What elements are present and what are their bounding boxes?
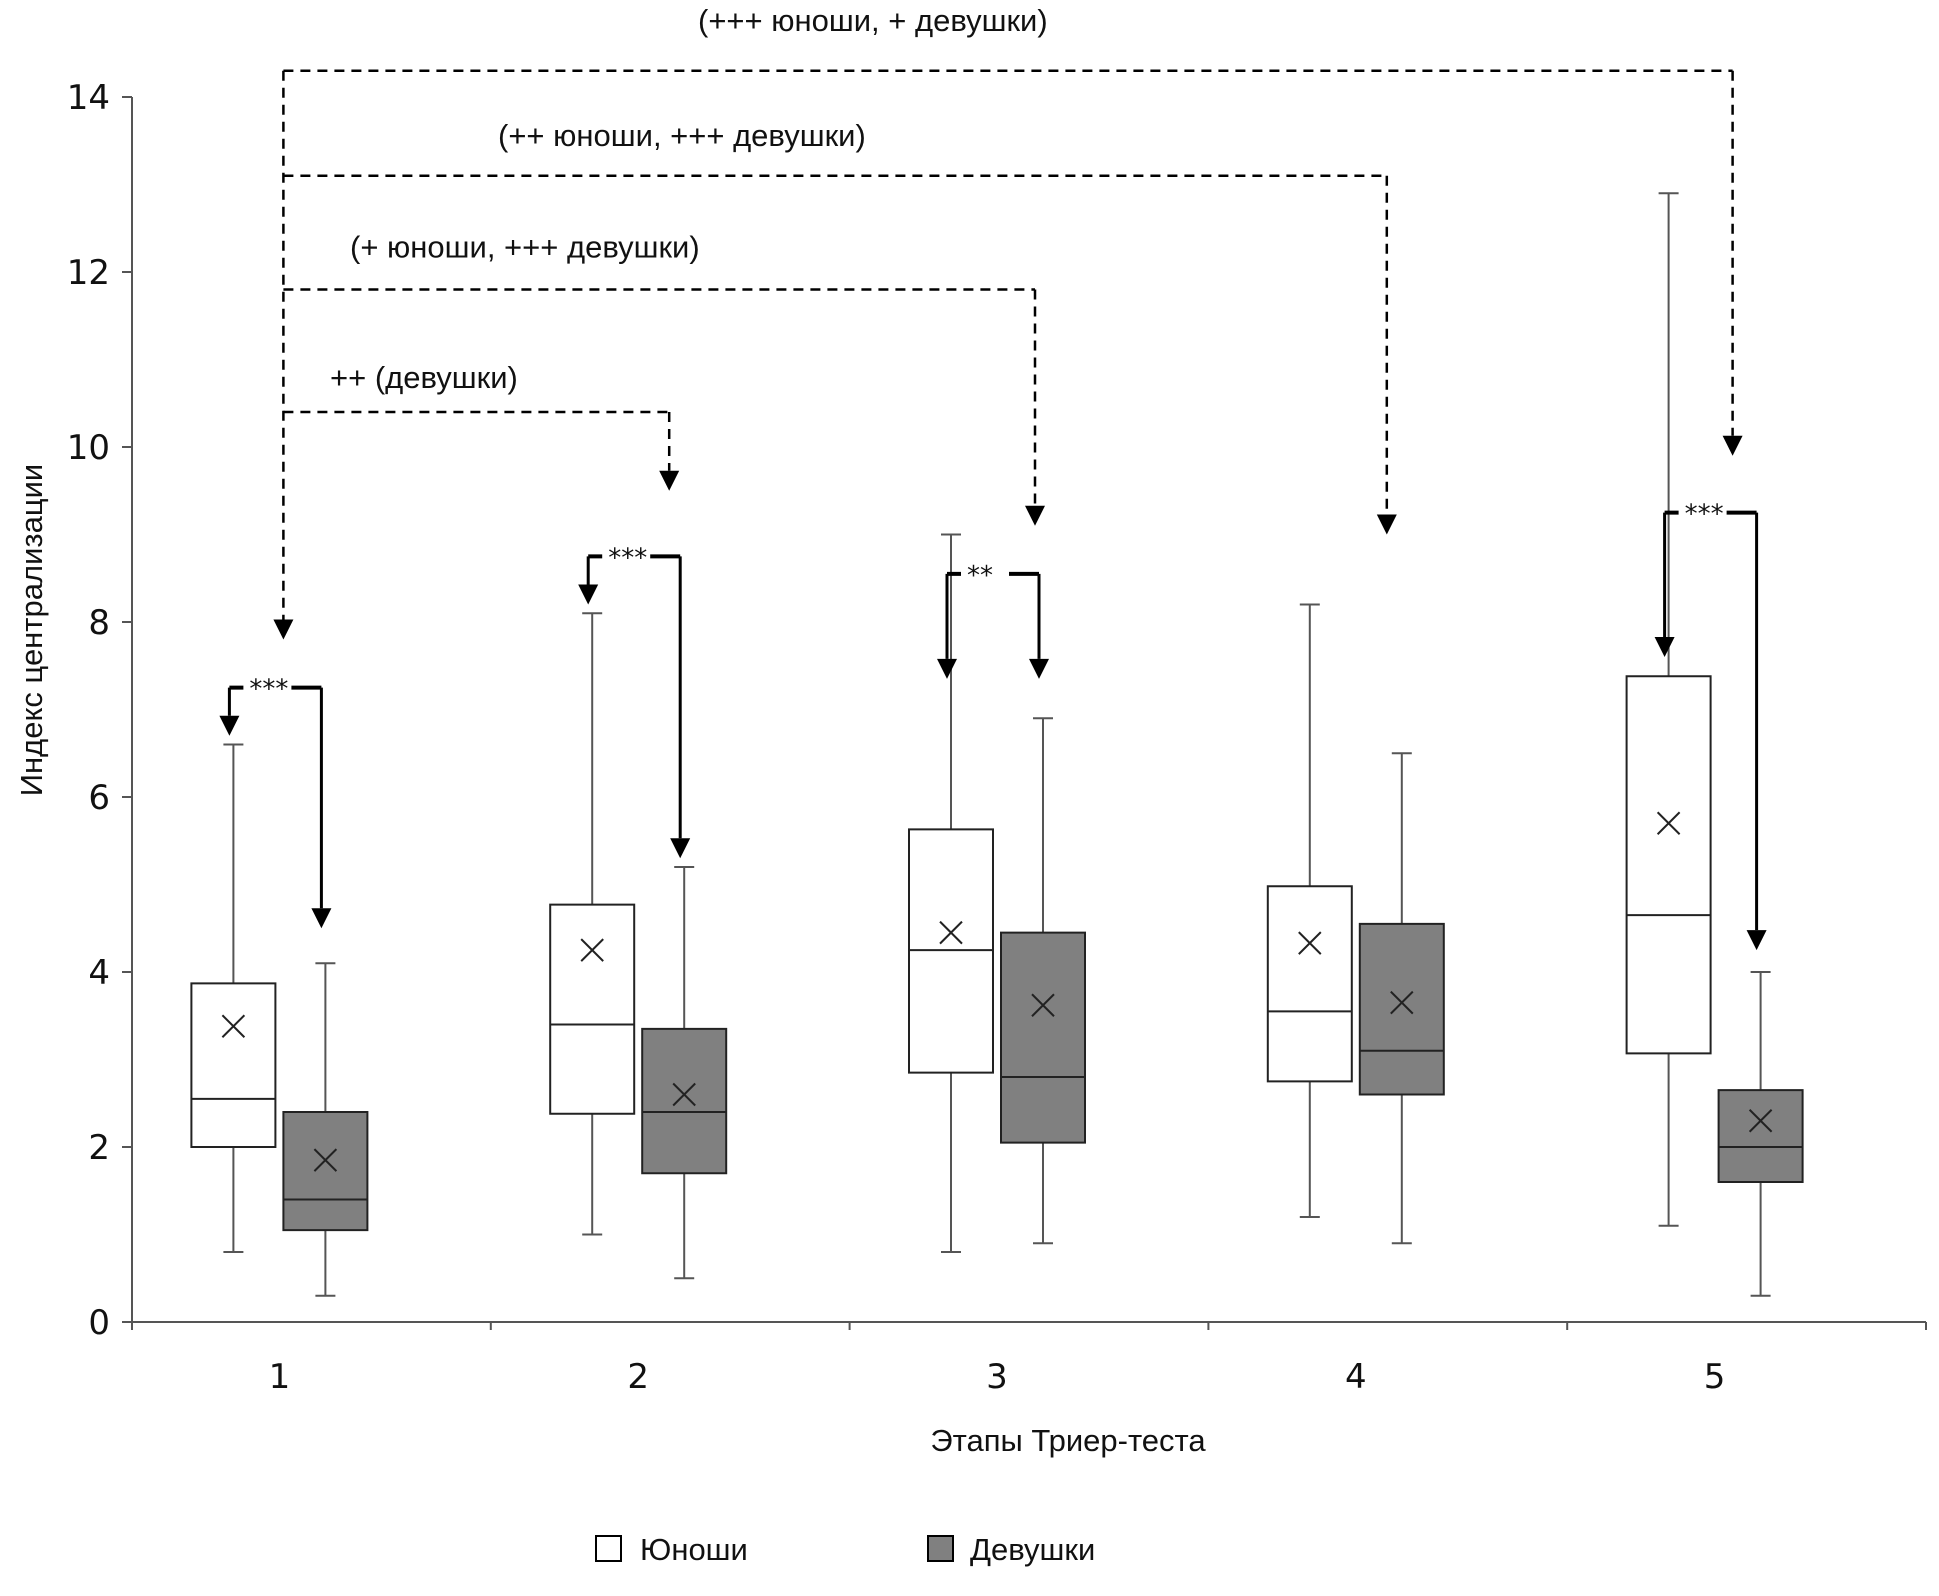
y-tick-label: 10	[67, 428, 110, 468]
arrow-head	[1029, 658, 1049, 679]
box-girls-stage-5	[1717, 971, 1804, 1297]
mean-marker	[313, 1148, 338, 1172]
stage-comparison-label: ++ (девушки)	[330, 360, 518, 395]
mean-marker	[1031, 993, 1055, 1017]
arrow-head	[1722, 435, 1743, 456]
box-iqr	[1625, 675, 1712, 1055]
arrow-head	[578, 584, 599, 605]
box-iqr	[549, 903, 636, 1115]
legend-swatch-girls	[927, 1535, 954, 1562]
box-iqr	[641, 1027, 728, 1175]
arrow-head	[1025, 505, 1045, 526]
box-boys-stage-2	[549, 612, 636, 1236]
x-axis-title: Этапы Триер-теста	[930, 1423, 1206, 1458]
y-tick-label: 2	[88, 1128, 110, 1168]
box-boys-stage-1	[190, 743, 277, 1253]
box-boys-stage-4	[1266, 603, 1353, 1218]
y-tick-label: 8	[88, 603, 110, 643]
y-tick-label: 6	[88, 778, 110, 818]
y-tick-label: 12	[67, 253, 110, 293]
mean-marker	[1390, 990, 1414, 1015]
box-iqr	[1717, 1089, 1804, 1183]
arrow-head	[670, 838, 691, 859]
y-axis-title: Индекс централизации	[14, 464, 49, 796]
mean-marker	[580, 938, 604, 962]
stage-comparison-label: (+ юноши, +++ девушки)	[350, 230, 700, 265]
gender-comparison-stage-1: ***	[219, 675, 332, 929]
stage-comparison-label: (++ юноши, +++ девушки)	[498, 118, 866, 153]
box-boys-stage-5	[1625, 192, 1712, 1227]
mean-marker	[939, 920, 963, 945]
gender-significance-label: **	[967, 561, 993, 591]
mean-marker	[221, 1014, 246, 1038]
legend-label-girls: Девушки	[970, 1532, 1095, 1567]
mean-marker	[1298, 931, 1322, 955]
y-tick-label: 4	[88, 953, 110, 993]
gender-significance-label: ***	[249, 675, 288, 705]
significance-annotations: ++ (девушки) (+ юноши, +++ девушки) (++ юн…	[219, 3, 1767, 951]
x-tick-label: 4	[1345, 1357, 1367, 1397]
box-girls-stage-1	[282, 962, 369, 1297]
gender-significance-label: ***	[608, 543, 647, 573]
box-girls-stage-4	[1358, 752, 1445, 1245]
y-tick-label: 14	[67, 78, 110, 118]
box-iqr	[282, 1111, 369, 1232]
box-girls-stage-3	[1000, 717, 1086, 1245]
arrow-head	[659, 470, 680, 491]
legend-swatch-boys	[595, 1535, 622, 1562]
stage-comparison-1-3: (+ юноши, +++ девушки)	[283, 230, 1045, 526]
x-tick-label: 1	[269, 1357, 291, 1397]
box-boys-stage-3	[908, 533, 994, 1253]
gender-comparison-stage-2: ***	[578, 543, 691, 859]
gender-comparison-stage-5: ***	[1654, 500, 1767, 951]
gender-significance-label: ***	[1685, 500, 1724, 530]
gender-comparison-stage-3: **	[937, 561, 1049, 679]
arrow-head	[1376, 514, 1397, 535]
x-tick-label: 2	[627, 1357, 649, 1397]
box-iqr	[1000, 931, 1086, 1144]
stage-comparison-label: (+++ юноши, + девушки)	[698, 3, 1048, 38]
arrow-head	[1654, 637, 1675, 657]
box-iqr	[190, 982, 277, 1148]
box-groups	[190, 192, 1804, 1297]
box-iqr	[1266, 885, 1353, 1083]
stage-comparison-1-5: (+++ юноши, + девушки)	[283, 3, 1743, 456]
box-iqr	[1358, 922, 1445, 1096]
legend: Юноши Девушки	[595, 1532, 1095, 1567]
arrow-head	[937, 658, 957, 679]
arrow-head	[1746, 930, 1767, 951]
mean-marker	[1748, 1109, 1773, 1133]
mean-marker	[1656, 811, 1681, 835]
legend-label-boys: Юноши	[640, 1532, 748, 1567]
arrow-head	[311, 908, 332, 929]
x-tick-label: 3	[986, 1357, 1008, 1397]
arrow-head	[273, 619, 294, 640]
y-tick-label: 0	[88, 1303, 110, 1343]
stage-comparison-1-4: (++ юноши, +++ девушки)	[283, 118, 1397, 535]
stage-comparison-1-2: ++ (девушки)	[283, 360, 680, 491]
arrow-head	[219, 715, 240, 736]
box-girls-stage-2	[641, 866, 728, 1280]
mean-marker	[672, 1082, 696, 1107]
x-tick-label: 5	[1704, 1357, 1726, 1397]
